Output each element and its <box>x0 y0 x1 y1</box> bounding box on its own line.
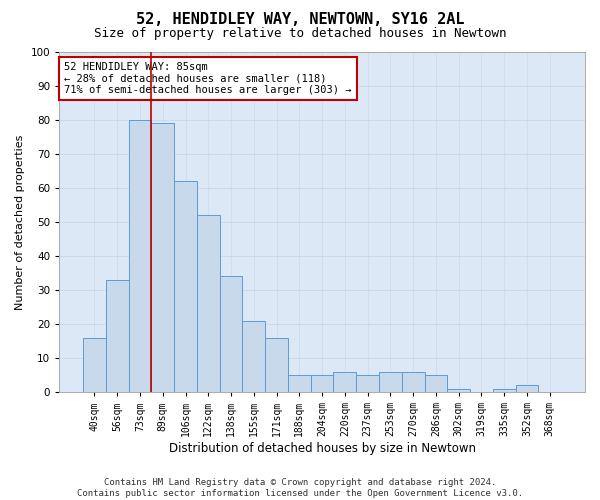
Bar <box>493 389 515 392</box>
Bar <box>311 375 334 392</box>
Bar <box>83 338 106 392</box>
Bar <box>425 375 447 392</box>
Bar <box>447 389 470 392</box>
Bar <box>128 120 151 392</box>
Bar <box>379 372 402 392</box>
Bar <box>288 375 311 392</box>
Bar <box>402 372 425 392</box>
Y-axis label: Number of detached properties: Number of detached properties <box>15 134 25 310</box>
Bar <box>220 276 242 392</box>
X-axis label: Distribution of detached houses by size in Newtown: Distribution of detached houses by size … <box>169 442 476 455</box>
Text: Contains HM Land Registry data © Crown copyright and database right 2024.
Contai: Contains HM Land Registry data © Crown c… <box>77 478 523 498</box>
Text: 52 HENDIDLEY WAY: 85sqm
← 28% of detached houses are smaller (118)
71% of semi-d: 52 HENDIDLEY WAY: 85sqm ← 28% of detache… <box>64 62 352 95</box>
Bar <box>242 320 265 392</box>
Text: 52, HENDIDLEY WAY, NEWTOWN, SY16 2AL: 52, HENDIDLEY WAY, NEWTOWN, SY16 2AL <box>136 12 464 28</box>
Bar <box>356 375 379 392</box>
Bar <box>334 372 356 392</box>
Bar <box>151 123 174 392</box>
Bar <box>265 338 288 392</box>
Bar <box>106 280 128 392</box>
Bar <box>515 386 538 392</box>
Bar <box>197 215 220 392</box>
Text: Size of property relative to detached houses in Newtown: Size of property relative to detached ho… <box>94 28 506 40</box>
Bar <box>174 181 197 392</box>
